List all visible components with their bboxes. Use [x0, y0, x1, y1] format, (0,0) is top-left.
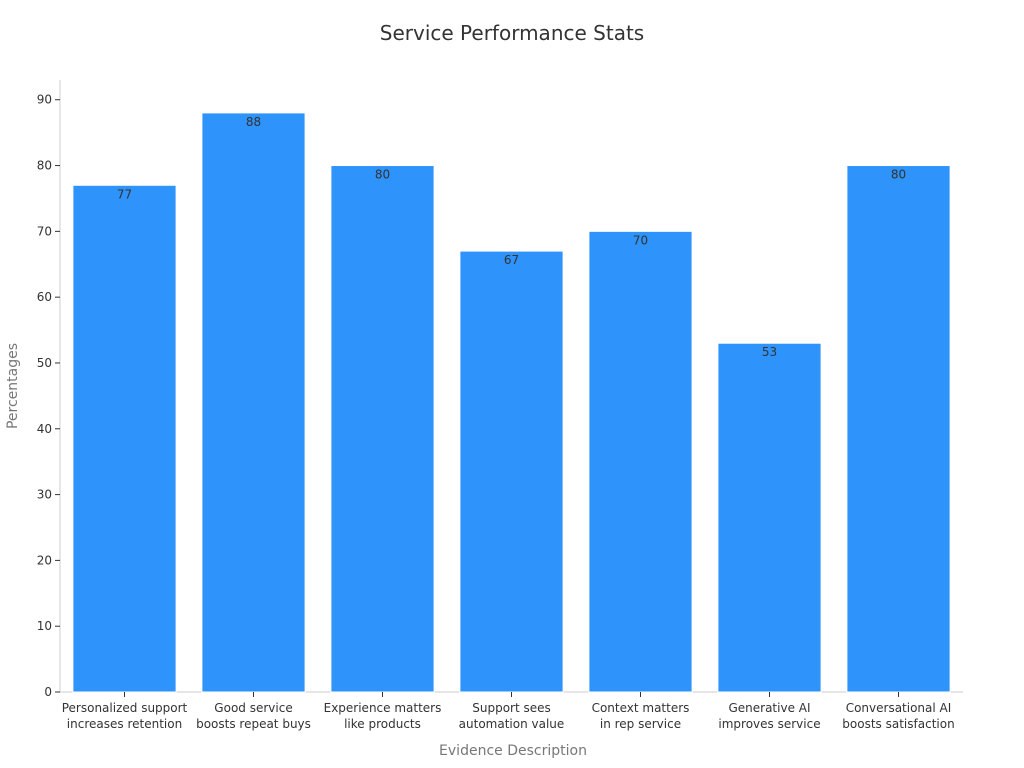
y-tick-label: 70 [37, 224, 52, 238]
x-tick-label-line: Conversational AI [846, 701, 952, 715]
y-tick-label: 80 [37, 159, 52, 173]
y-tick-label: 0 [44, 685, 52, 699]
x-tick-label: Support sees automation value [459, 701, 565, 731]
x-tick-label-line: Context matters [592, 701, 690, 715]
y-tick-label: 10 [37, 619, 52, 633]
bar-value-label: 70 [633, 233, 648, 247]
x-tick-label-line: Support sees [472, 701, 551, 715]
x-tick-label-line: automation value [459, 717, 565, 731]
bar-value-label: 88 [246, 115, 261, 129]
bar-value-label: 67 [504, 253, 519, 267]
x-tick-label-line: boosts repeat buys [196, 717, 311, 731]
y-tick-label: 30 [37, 488, 52, 502]
bar [717, 342, 822, 693]
y-tick-label: 90 [37, 93, 52, 107]
bar-value-label: 80 [375, 168, 390, 182]
x-tick-label-line: Experience matters [324, 701, 442, 715]
y-tick-label: 40 [37, 422, 52, 436]
y-tick-label: 50 [37, 356, 52, 370]
x-tick-label-line: improves service [718, 717, 820, 731]
x-tick-label: Generative AI improves service [718, 701, 820, 731]
x-tick-label: Context matters in rep service [592, 701, 690, 731]
x-tick-label-line: Personalized support [62, 701, 188, 715]
bar [459, 250, 564, 693]
x-tick-label: Conversational AI boosts satisfaction [842, 701, 954, 731]
x-tick-label-line: like products [344, 717, 421, 731]
x-axis-label: Evidence Description [439, 743, 587, 759]
bar [201, 112, 306, 693]
bar [72, 184, 177, 693]
x-tick-label-line: Good service [214, 701, 292, 715]
plot-area: 0 10 20 30 40 50 60 70 80 90 77 Personalized suppor… [37, 80, 963, 731]
x-tick-label-line: in rep service [600, 717, 681, 731]
y-tick-label: 60 [37, 290, 52, 304]
bar [588, 230, 693, 693]
bar [846, 165, 951, 693]
x-tick-label-line: Generative AI [728, 701, 810, 715]
y-tick-label: 20 [37, 553, 52, 567]
bar-value-label: 80 [891, 168, 906, 182]
bar-value-label: 77 [117, 187, 132, 201]
bar-value-label: 53 [762, 345, 777, 359]
x-tick-label-line: increases retention [67, 717, 182, 731]
chart-title: Service Performance Stats [380, 21, 644, 45]
x-tick-label: Experience matters like products [324, 701, 442, 731]
x-tick-label: Personalized support increases retention [62, 701, 188, 731]
x-tick-label: Good service boosts repeat buys [196, 701, 311, 731]
x-tick-label-line: boosts satisfaction [842, 717, 954, 731]
bar [330, 165, 435, 693]
y-axis-label: Percentages [5, 343, 21, 429]
